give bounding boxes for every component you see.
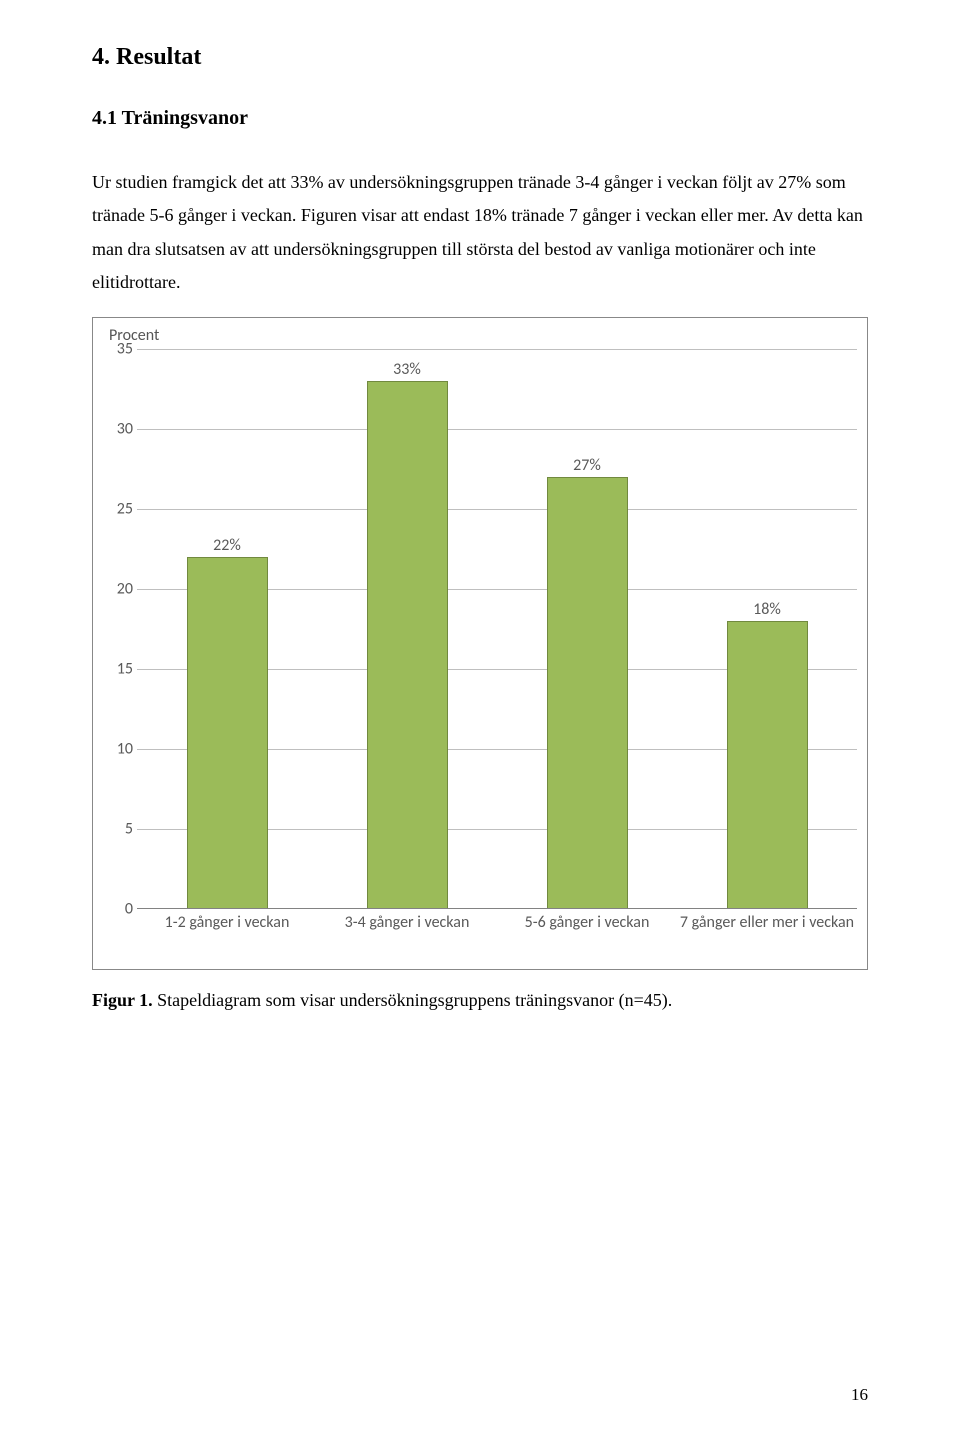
x-tick-label: 1-2 gånger i veckan [137,913,317,933]
figure-caption: Figur 1. Stapeldiagram som visar undersö… [92,990,868,1011]
bar-value-label: 27% [548,456,627,475]
x-axis-labels: 1-2 gånger i veckan3-4 gånger i veckan5-… [137,909,857,955]
bar-slot: 27% [547,349,628,909]
y-tick-label: 15 [105,660,133,679]
y-tick-label: 25 [105,500,133,519]
x-tick-label: 3-4 gånger i veckan [317,913,497,933]
bar-value-label: 33% [368,360,447,379]
x-tick-label: 5-6 gånger i veckan [497,913,677,933]
bar: 22% [187,557,268,909]
bar-slot: 33% [367,349,448,909]
bar-slot: 22% [187,349,268,909]
y-tick-label: 35 [105,340,133,359]
y-axis-title: Procent [109,326,855,345]
y-tick-label: 10 [105,740,133,759]
y-tick-label: 0 [105,900,133,919]
y-axis-labels: 35302520151050 [105,349,133,909]
bar-value-label: 22% [188,536,267,555]
bar-slot: 18% [727,349,808,909]
y-tick-label: 30 [105,420,133,439]
bar-chart: Procent 35 30 25 20 15 10 5 0 22% 33% 27% 18% 1-2 … [92,317,868,970]
bar: 18% [727,621,808,909]
bar: 33% [367,381,448,909]
heading-main: 4. Resultat [92,44,868,71]
bar-value-label: 18% [728,600,807,619]
heading-sub: 4.1 Träningsvanor [92,107,868,130]
y-tick-label: 20 [105,580,133,599]
bars-container: 22% 33% 27% 18% [137,349,857,909]
x-tick-label: 7 gånger eller mer i veckan [677,913,857,933]
bar: 27% [547,477,628,909]
figure-caption-text: Stapeldiagram som visar undersökningsgru… [157,990,672,1010]
plot-area: 35302520151050 22%33%27%18% [137,349,857,909]
y-tick-label: 5 [105,820,133,839]
page-number: 16 [851,1385,868,1405]
body-paragraph: Ur studien framgick det att 33% av under… [92,166,868,299]
figure-label: Figur 1. [92,990,153,1010]
